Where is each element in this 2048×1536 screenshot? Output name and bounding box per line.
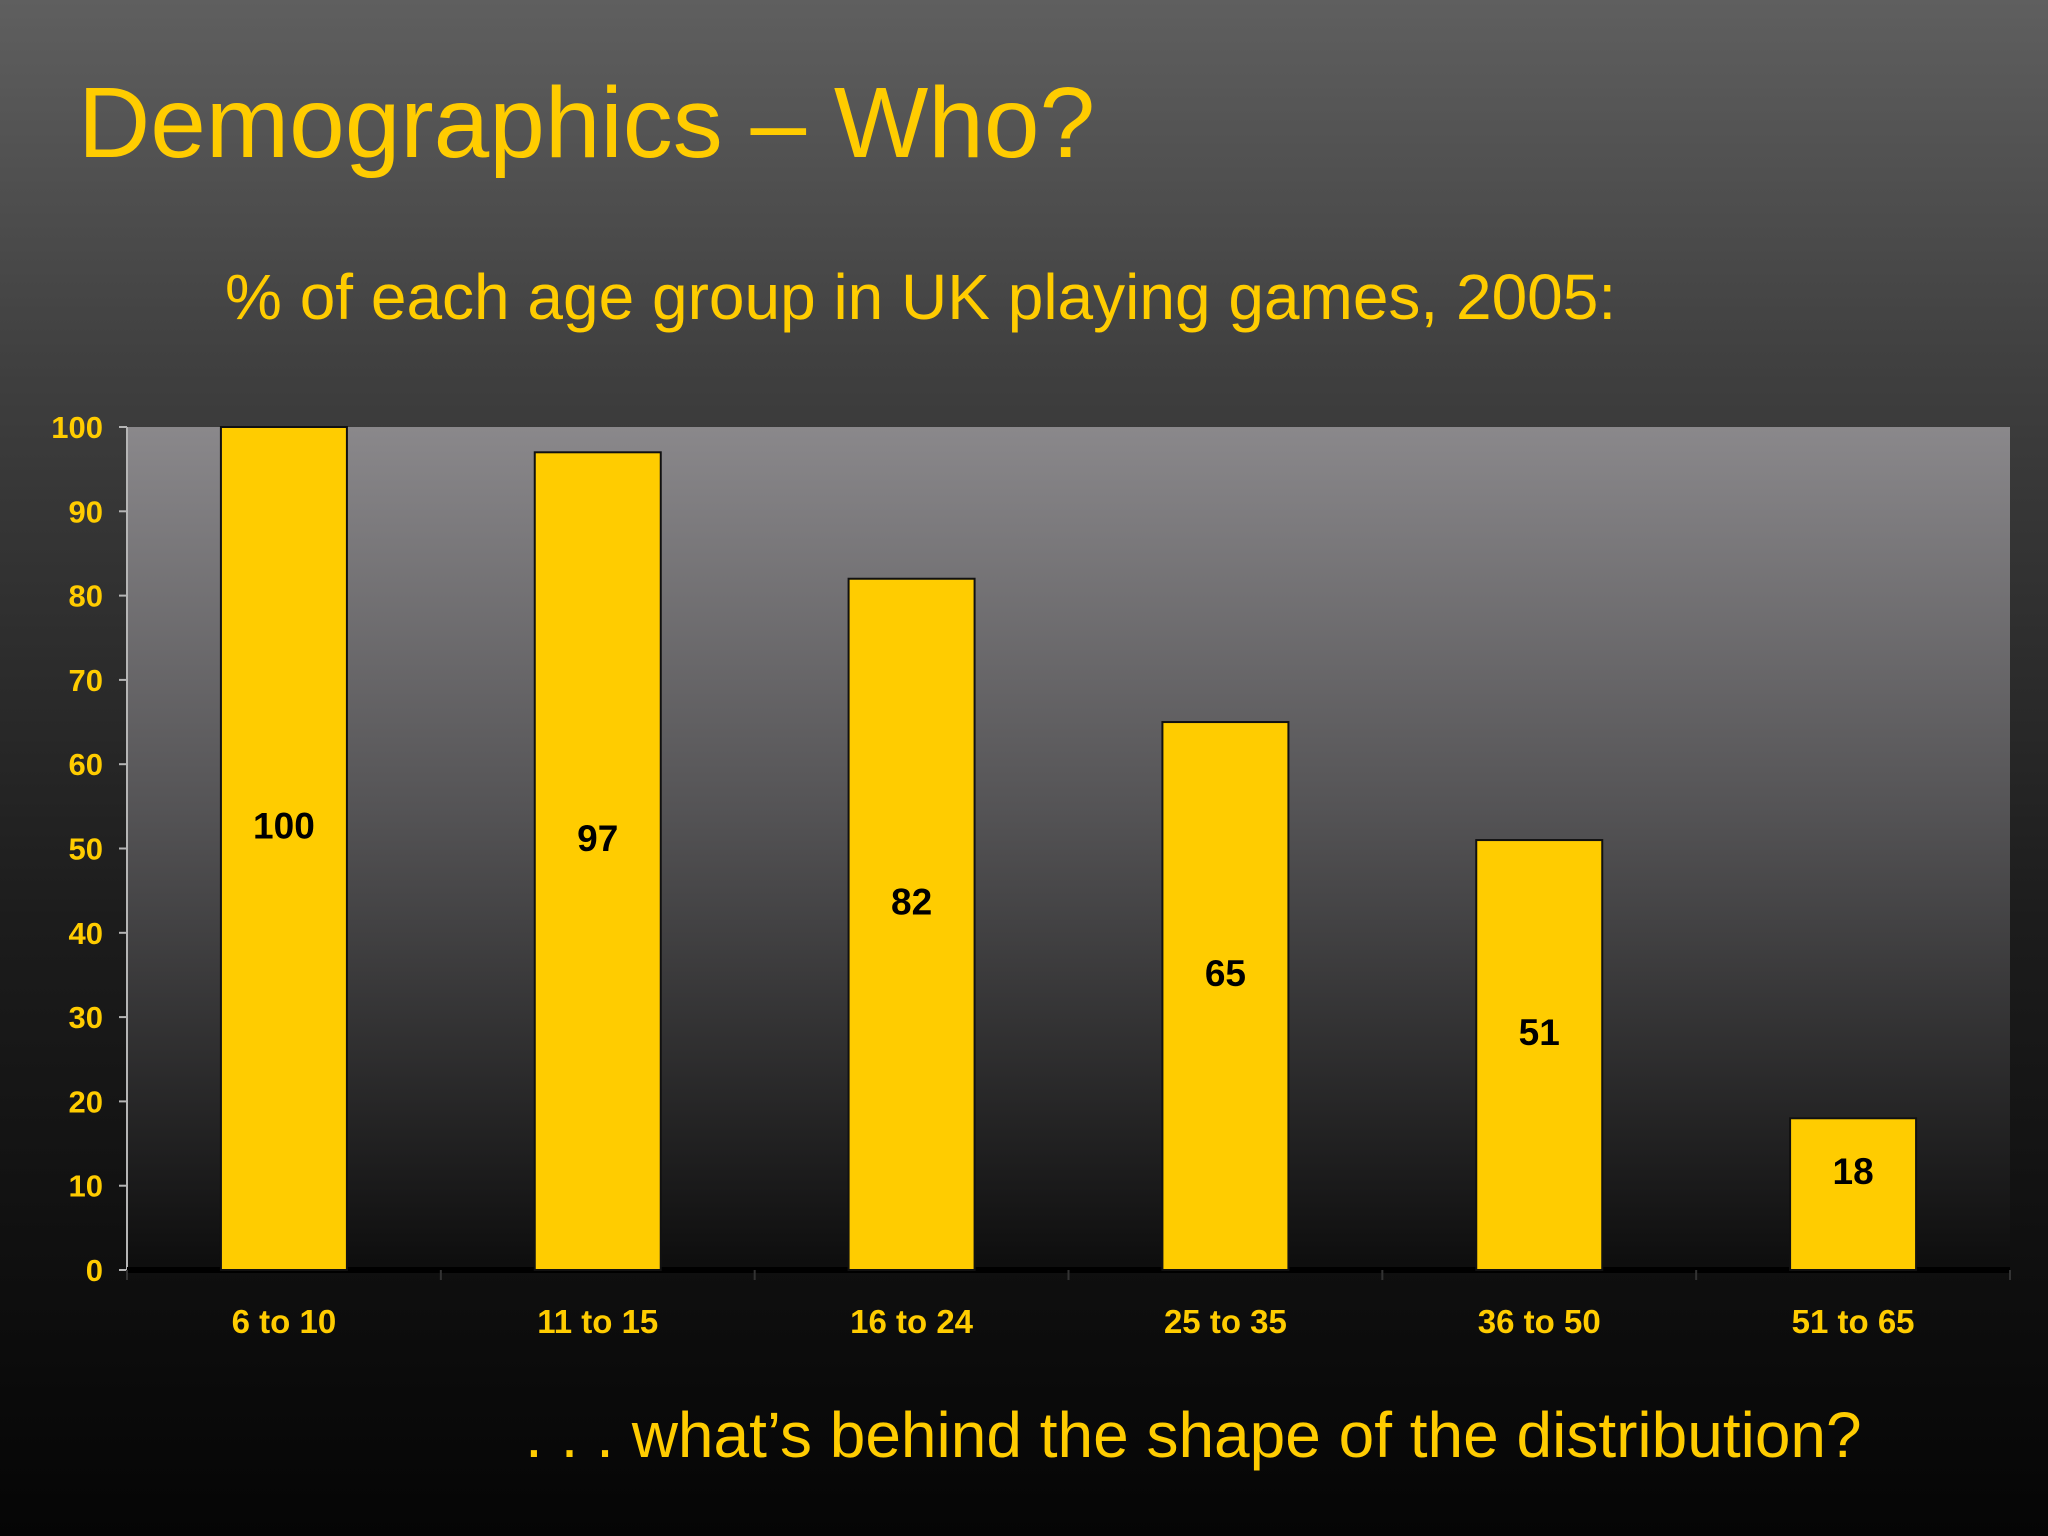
y-tick-label: 0	[86, 1253, 103, 1288]
bar-36-to-50	[1475, 839, 1604, 1271]
bar-11-to-15	[533, 451, 662, 1272]
y-tick-label: 20	[69, 1084, 103, 1119]
bar-51-to-65	[1789, 1117, 1918, 1272]
y-tick-label: 30	[69, 1000, 103, 1035]
x-tick-label: 16 to 24	[850, 1303, 974, 1340]
x-tick-label: 36 to 50	[1478, 1303, 1601, 1340]
x-tick-label: 51 to 65	[1792, 1303, 1915, 1340]
x-tick-label: 11 to 15	[537, 1303, 658, 1340]
bar-data-label: 18	[1833, 1151, 1874, 1192]
bar-data-label: 65	[1205, 953, 1246, 994]
plot-area	[127, 427, 2010, 1270]
chart-subtitle: % of each age group in UK playing games,…	[225, 261, 1617, 333]
bar-25-to-35	[1161, 721, 1290, 1271]
y-tick-label: 60	[69, 747, 103, 782]
bar-16-to-24	[847, 577, 976, 1271]
bar-data-label: 82	[891, 881, 932, 922]
y-tick-label: 90	[69, 494, 103, 529]
slide-title: Demographics – Who?	[78, 67, 1096, 179]
bar-6-to-10	[219, 426, 348, 1271]
bar-data-label: 51	[1519, 1012, 1560, 1053]
x-tick-label: 6 to 10	[232, 1303, 337, 1340]
slide-footer-question: . . . what’s behind the shape of the dis…	[525, 1399, 1862, 1471]
y-tick-label: 50	[69, 832, 103, 867]
y-tick-label: 70	[69, 663, 103, 698]
y-tick-label: 10	[69, 1169, 103, 1204]
bar-data-label: 100	[253, 806, 315, 847]
y-tick-label: 100	[51, 410, 103, 445]
bar-data-label: 97	[577, 818, 618, 859]
y-tick-label: 80	[69, 579, 103, 614]
y-tick-label: 40	[69, 916, 103, 951]
x-tick-label: 25 to 35	[1164, 1303, 1287, 1340]
